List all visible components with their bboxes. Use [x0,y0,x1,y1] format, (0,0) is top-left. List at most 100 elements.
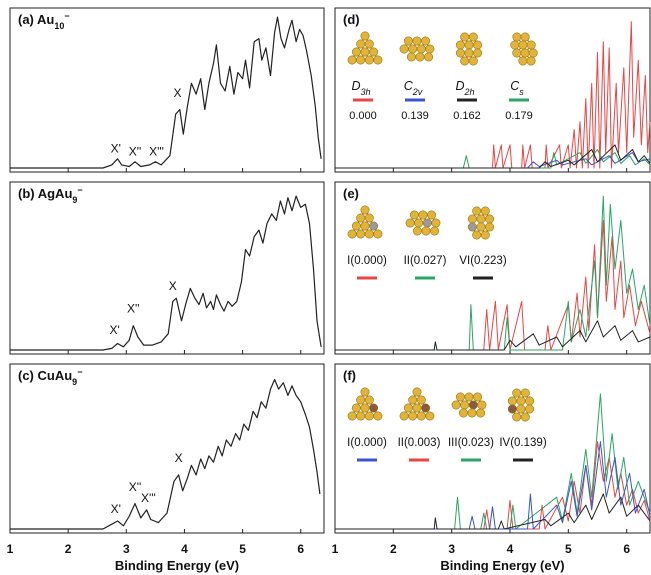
series-line [335,152,651,169]
x-tick-label: 2 [65,542,72,556]
series-line [10,195,322,351]
gold-atom [464,392,474,402]
gold-atom [406,52,416,62]
cluster-structure [399,36,435,62]
gold-atom [512,412,522,422]
gold-atom [364,55,374,65]
gold-atom [455,40,465,50]
series-line [10,378,321,530]
gold-atom [476,408,486,418]
isomer-label: IV(0.139) [499,437,546,449]
gold-atom [415,52,425,62]
x-tick-label: 2 [390,542,397,556]
series-line [335,441,651,530]
relative-energy: 0.000 [349,110,377,122]
gold-atom [360,221,370,231]
panel-frame [9,363,325,534]
x-tick-label: 1 [7,542,14,556]
x-axis-title: Binding Energy (eV) [115,558,239,573]
gold-atom [414,218,424,228]
gold-atom [403,403,413,413]
cluster-structure [510,32,538,66]
gold-atom [473,392,483,402]
panel-f: (f) I(0.000) II(0.003) III(0.023) IV(0.139) [334,363,651,534]
gold-atom [460,32,470,42]
series-line [335,441,651,530]
peak-label: X' [110,323,120,337]
gold-atom [418,210,428,220]
panel-c: (c) CuAu9− X' X''X''' X [9,363,325,534]
panel-frame [334,363,651,534]
gold-atom [473,48,483,58]
cluster-structure [347,205,383,239]
gold-atom [351,221,361,231]
gold-atom [464,48,474,58]
gold-atom [399,44,409,54]
gold-atom [526,40,536,50]
gold-atom [520,412,530,422]
gold-atom [430,226,440,236]
gold-atom [431,218,441,228]
gold-atom [516,396,526,406]
peak-label: X'' [129,145,142,159]
gold-atom [416,44,426,54]
point-group-label: D2h [455,79,474,97]
gold-atom [351,403,361,413]
dopant-atom [421,403,431,413]
gold-atom [460,56,470,66]
gold-atom [356,39,366,49]
series-line [335,320,651,351]
x-tick-label: 4 [507,542,514,556]
gold-atom [516,404,526,414]
peak-label: X' [111,502,121,516]
gold-atom [455,48,465,58]
panel-d: (d) D3h 0.000 C2v 0.139 D2h 0.162 Cs 0.179 [334,7,651,173]
relative-energy: 0.139 [401,110,429,122]
isomer-label: II(0.027) [404,255,447,267]
gold-atom [476,214,486,224]
x-tick-label: 5 [565,542,572,556]
gold-atom [480,206,490,216]
x-tick-label: 3 [123,542,130,556]
gold-atom [364,411,374,421]
gold-atom [427,210,437,220]
panel-frame [334,181,651,355]
x-axis-layer: 1 2 3 4 5 6 Binding Energy (eV) 1 2 3 4 5 6 Binding E… [7,542,631,573]
panel-frame [334,7,651,173]
gold-atom [356,229,366,239]
cluster-structure [507,388,535,422]
panel-a: (a) Au10− X' X'' X''' X [9,7,325,173]
gold-atom [520,388,530,398]
gold-atom [525,396,535,406]
gold-atom [347,229,357,239]
cluster-structure [405,210,441,236]
gold-atom [472,206,482,216]
gold-atom [468,56,478,66]
relative-energy: 0.162 [453,110,481,122]
x-tick-label: 3 [448,542,455,556]
gold-atom [472,230,482,240]
cluster-structure [451,392,487,418]
gold-atom [409,210,419,220]
gold-atom [458,408,468,418]
peak-label: X [175,451,183,465]
gold-atom [356,55,366,65]
gold-atom [364,395,374,405]
panel-e: (e) I(0.000) II(0.027) VI(0.223) [334,181,651,355]
isomer-label: I(0.000) [347,255,387,267]
gold-atom [512,48,522,58]
gold-atom [476,222,486,232]
gold-atom [477,400,487,410]
panels-layer: (a) Au10−X' X'' X'''X(b) AgAu9−X'X''X(c) C… [9,7,651,534]
gold-atom [373,55,383,65]
point-group-label: D3h [351,79,370,97]
series-line [335,149,651,169]
cluster-structure [467,206,495,240]
isomer-label: I(0.000) [347,437,387,449]
gold-atom [412,387,422,397]
point-group-label: C2v [404,79,423,97]
x-tick-label: 6 [623,542,630,556]
gold-atom [408,44,418,54]
dopant-atom [467,222,477,232]
cluster-structure [455,32,483,66]
